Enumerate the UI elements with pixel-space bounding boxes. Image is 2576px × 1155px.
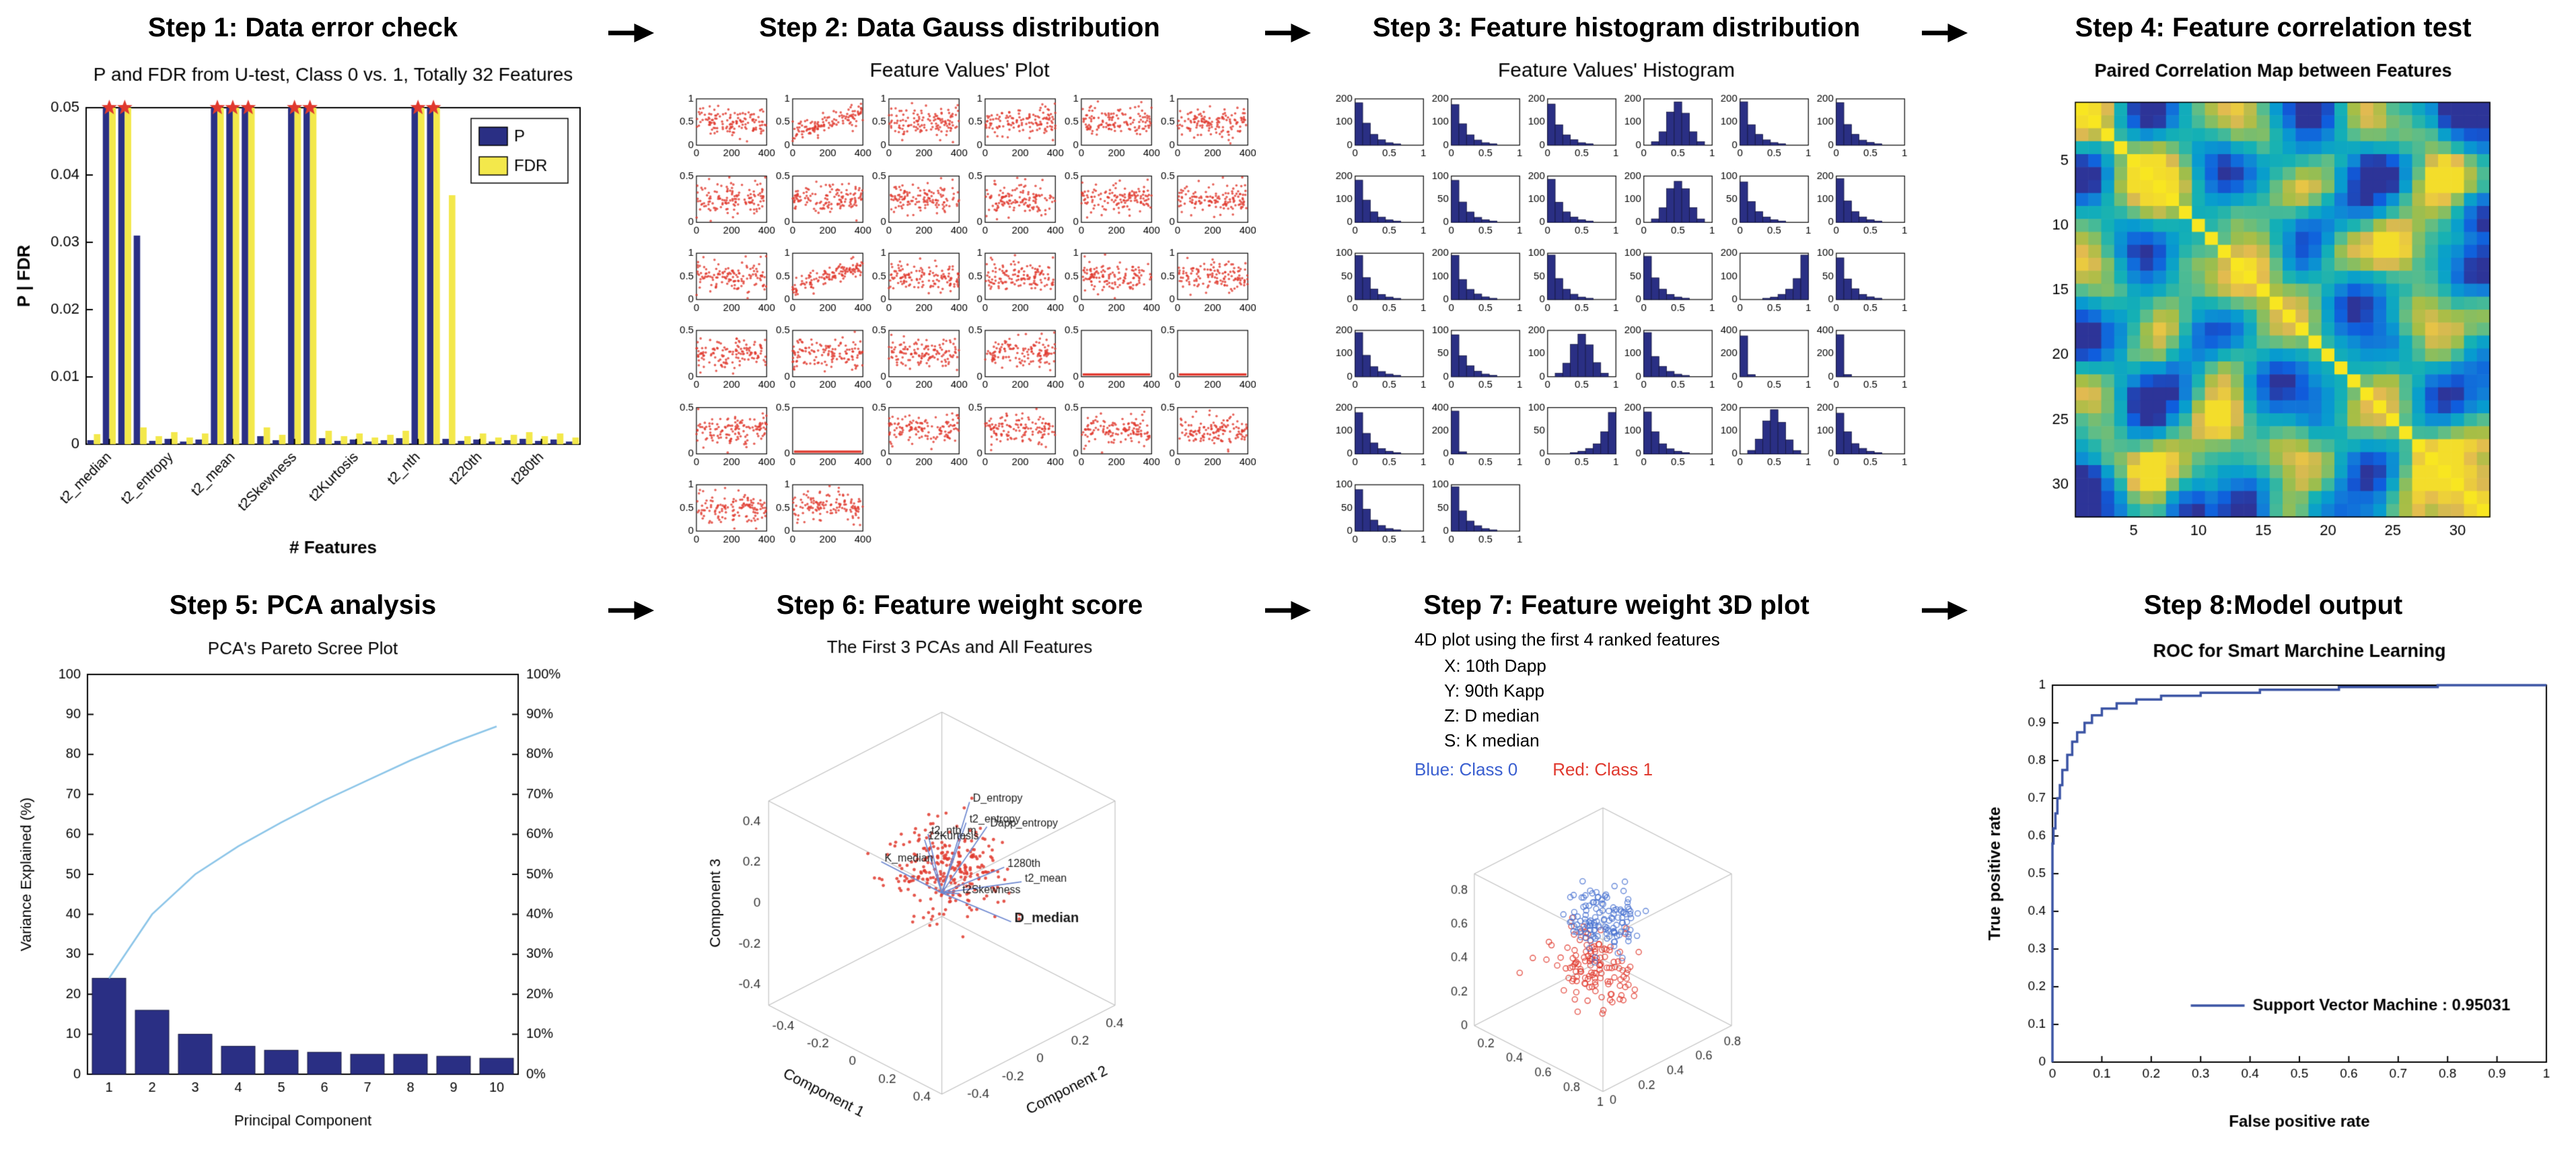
- step1-p-fdr-bar-chart: [7, 46, 599, 564]
- flow-arrow-2: [1262, 0, 1314, 578]
- step7-annotation-block: 4D plot using the first 4 ranked feature…: [1415, 627, 1845, 781]
- panel-step-7: Step 7: Feature weight 3D plot 4D plot u…: [1314, 578, 1919, 1155]
- panel-step-8: Step 8:Model output: [1970, 578, 2576, 1155]
- step7-z-feature-label: Z: D median: [1444, 705, 1540, 726]
- panel-step-2: Step 2: Data Gauss distribution: [657, 0, 1262, 578]
- step2-feature-scatter-grid: [664, 46, 1256, 564]
- panel-step-3: Step 3: Feature histogram distribution: [1314, 0, 1919, 578]
- right-arrow-icon: [1264, 23, 1312, 43]
- panel-step-5: Step 5: PCA analysis: [0, 578, 606, 1155]
- flow-arrow-3: [1919, 0, 1970, 578]
- flow-arrow-1: [606, 0, 657, 578]
- class1-legend-label: Red: Class 1: [1552, 759, 1653, 779]
- panel-step-1: Step 1: Data error check: [0, 0, 606, 578]
- step7-s-feature-label: S: K median: [1444, 730, 1540, 750]
- step3-feature-histogram-grid: [1320, 46, 1912, 564]
- step8-title: Step 8:Model output: [2143, 590, 2403, 620]
- panel-step-4: Step 4: Feature correlation test: [1970, 0, 2576, 578]
- step7-x-feature-label: X: 10th Dapp: [1444, 655, 1546, 676]
- right-arrow-icon: [1921, 23, 1968, 43]
- step5-pareto-scree-plot: [7, 623, 599, 1142]
- step4-title: Step 4: Feature correlation test: [2075, 13, 2472, 42]
- flow-arrow-5: [1262, 578, 1314, 1155]
- step6-pca-biplot-3d: [664, 623, 1256, 1142]
- step7-class-scatter-3d: [1320, 781, 1912, 1119]
- step3-title: Step 3: Feature histogram distribution: [1372, 13, 1861, 42]
- class0-legend-label: Blue: Class 0: [1415, 759, 1518, 779]
- panel-step-6: Step 6: Feature weight score: [657, 578, 1262, 1155]
- step7-class-legend: Blue: Class 0 Red: Class 1: [1415, 757, 1845, 782]
- flow-arrow-4: [606, 578, 657, 1155]
- step2-title: Step 2: Data Gauss distribution: [759, 13, 1160, 42]
- step5-title: Step 5: PCA analysis: [169, 590, 437, 620]
- right-arrow-icon: [1921, 600, 1968, 621]
- step7-y-feature-label: Y: 90th Kapp: [1444, 680, 1544, 701]
- step1-title: Step 1: Data error check: [147, 13, 458, 42]
- right-arrow-icon: [1264, 600, 1312, 621]
- right-arrow-icon: [608, 600, 655, 621]
- step6-title: Step 6: Feature weight score: [776, 590, 1143, 620]
- step8-roc-curve: [1977, 623, 2569, 1142]
- step7-title: Step 7: Feature weight 3D plot: [1423, 590, 1810, 620]
- step4-correlation-heatmap: [1977, 46, 2569, 564]
- step7-plot-title: 4D plot using the first 4 ranked feature…: [1415, 629, 1720, 650]
- right-arrow-icon: [608, 23, 655, 43]
- flow-arrow-6: [1919, 578, 1970, 1155]
